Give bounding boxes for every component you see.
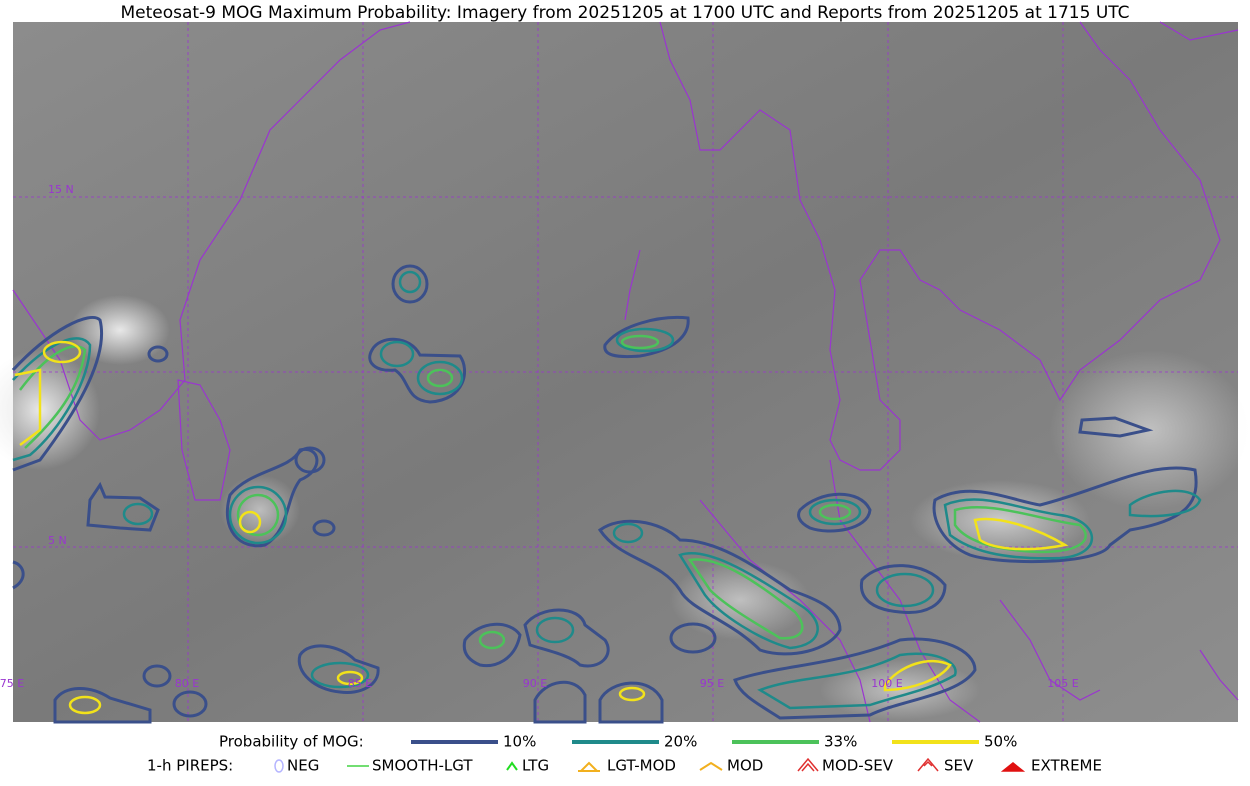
map-title: Meteosat-9 MOG Maximum Probability: Imag… (120, 3, 1129, 23)
geo-labels: 15 N 5 N 75 E 80 E 85 E 90 E 95 E 100 E … (0, 183, 1079, 690)
lon-label: 90 E (523, 677, 547, 690)
lon-label: 105 E (1047, 677, 1078, 690)
legend-icon (1000, 762, 1026, 772)
lat-label: 5 N (48, 534, 67, 547)
satellite-map: 15 N 5 N 75 E 80 E 85 E 90 E 95 E 100 E … (0, 21, 1250, 724)
lon-label: 85 E (348, 677, 372, 690)
legend-icon (797, 757, 819, 772)
legend-label: 10% (503, 733, 536, 751)
legend-icon (506, 761, 518, 771)
graticule (13, 22, 1238, 722)
legend: Probability of MOG: 1-h PIREPS: 10% 20% 33… (147, 733, 1102, 775)
legend-label: 33% (824, 733, 857, 751)
lat-label: 15 N (48, 183, 74, 196)
legend-label: NEG (287, 757, 319, 775)
legend-label: 20% (664, 733, 697, 751)
legend-icon (917, 757, 939, 772)
legend-label: MOD-SEV (822, 757, 894, 775)
coastlines (12, 21, 1239, 723)
legend-label: EXTREME (1031, 757, 1102, 775)
mog-contours (11, 264, 1202, 724)
lon-label: 80 E (175, 677, 199, 690)
legend-label: SMOOTH-LGT (372, 757, 473, 775)
legend-title: Probability of MOG: (219, 733, 364, 751)
legend-title: 1-h PIREPS: (147, 757, 233, 775)
legend-icon (274, 759, 284, 773)
legend-label: SEV (944, 757, 974, 775)
legend-label: 50% (984, 733, 1017, 751)
lon-label: 100 E (871, 677, 902, 690)
legend-icon (578, 761, 600, 772)
legend-icon (699, 761, 723, 771)
lon-label: 95 E (700, 677, 724, 690)
legend-label: LGT-MOD (607, 757, 676, 775)
lon-label: 75 E (0, 677, 24, 690)
legend-label: MOD (727, 757, 763, 775)
legend-label: LTG (522, 757, 549, 775)
